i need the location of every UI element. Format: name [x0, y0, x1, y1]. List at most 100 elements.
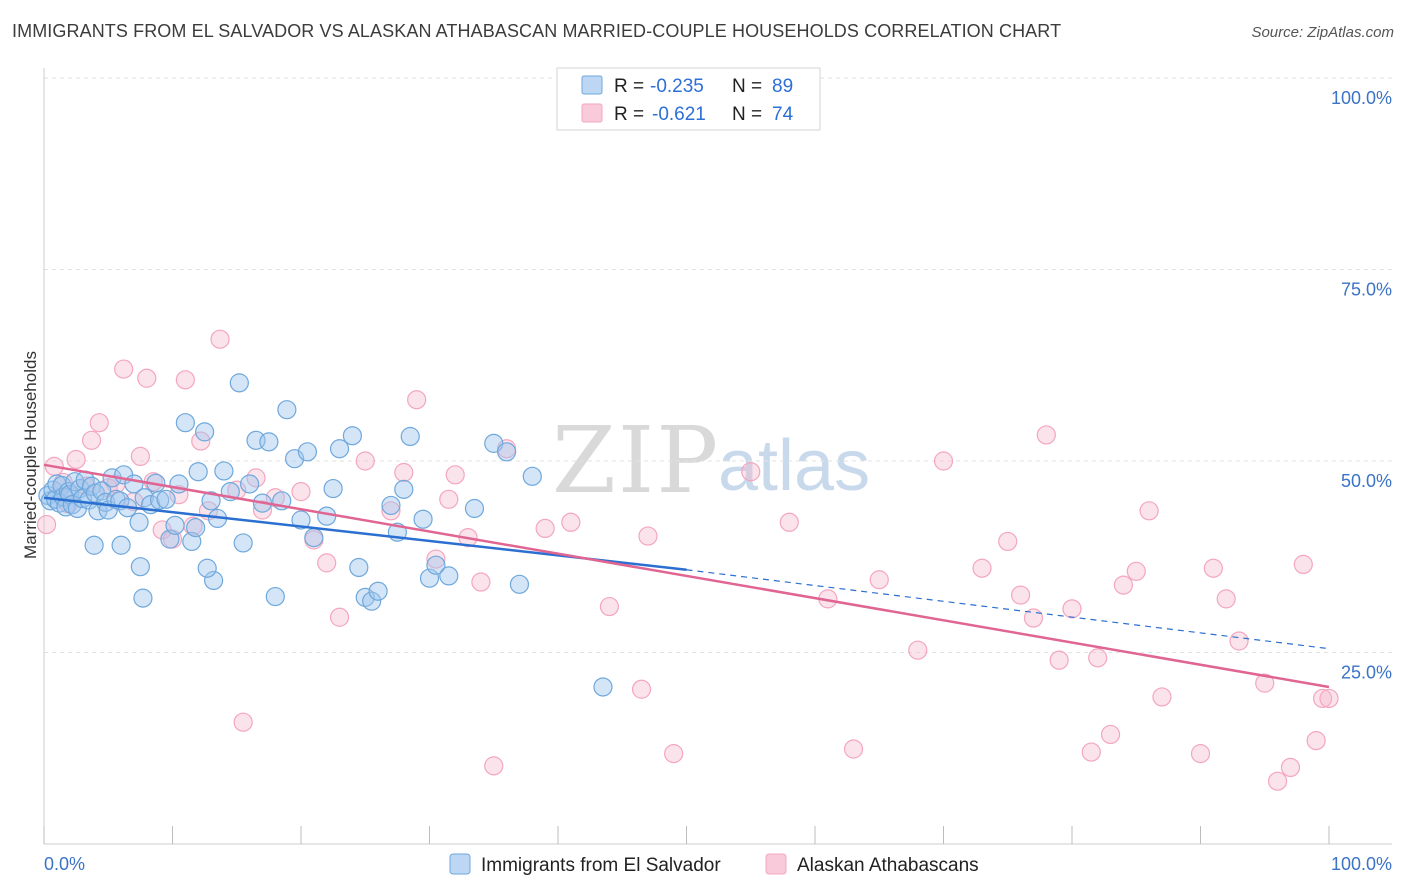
trendline-athabascan	[43, 463, 1330, 689]
point-el-salvador-75	[439, 566, 459, 586]
trendlines	[43, 463, 1330, 689]
point-athabascan-65	[1100, 724, 1121, 745]
point-el-salvador-71	[400, 426, 420, 447]
point-athabascan-26	[252, 500, 273, 520]
point-el-salvador-30	[129, 512, 149, 532]
point-el-salvador-21	[92, 481, 112, 501]
point-athabascan-72	[1216, 589, 1236, 609]
point-el-salvador-52	[259, 432, 279, 452]
legend-r-label-blue: R =	[614, 76, 644, 97]
point-el-salvador-47	[229, 373, 249, 393]
legend-swatch-blue	[581, 75, 603, 95]
point-el-salvador-48	[233, 533, 253, 553]
legend-swatch-pink	[581, 103, 603, 123]
point-athabascan-77	[1293, 554, 1313, 575]
point-el-salvador-63	[342, 426, 362, 446]
legend-r-value-blue: -0.235	[650, 76, 704, 97]
point-athabascan-24	[233, 712, 253, 732]
point-athabascan-55	[933, 451, 954, 471]
point-athabascan-18	[175, 370, 195, 390]
point-athabascan-58	[1010, 585, 1031, 605]
point-el-salvador-87	[133, 588, 153, 608]
point-el-salvador-68	[381, 495, 401, 516]
point-athabascan-37	[439, 489, 459, 509]
point-el-salvador-76	[464, 498, 485, 519]
bottom-legend-swatch-blue	[449, 853, 471, 875]
point-el-salvador-64	[349, 557, 369, 578]
point-el-salvador-84	[84, 535, 104, 555]
legend-r-value-pink: -0.621	[652, 104, 706, 125]
point-el-salvador-67	[368, 581, 388, 601]
point-athabascan-50	[779, 512, 799, 532]
y-tick-label-3: 25.0%	[1341, 663, 1392, 683]
bottom-legend-swatch-pink	[765, 853, 787, 875]
point-athabascan-33	[381, 501, 401, 521]
axes	[43, 68, 1392, 845]
point-el-salvador-79	[509, 574, 530, 594]
watermark-zip: ZIP	[552, 407, 720, 514]
legend-n-value-blue: 89	[772, 76, 793, 97]
legend-top: R = -0.235 N = 89 R = -0.621 N = 74	[556, 67, 821, 131]
point-athabascan-44	[561, 512, 581, 532]
point-athabascan-4	[66, 449, 86, 470]
point-athabascan-0	[36, 514, 57, 535]
point-athabascan-48	[664, 744, 684, 764]
legend-n-value-pink: 74	[772, 104, 794, 125]
bottom-legend-label-pink: Alaskan Athabascans	[797, 855, 979, 876]
point-athabascan-75	[1267, 771, 1288, 791]
x-ticks	[43, 826, 1330, 844]
point-athabascan-56	[972, 558, 992, 578]
legend-n-label-blue: N =	[732, 76, 762, 97]
y-tick-labels: 100.0% 75.0% 50.0% 25.0%	[1331, 88, 1392, 683]
y-tick-label-2: 50.0%	[1341, 471, 1392, 491]
legend-r-label-pink: R =	[614, 104, 644, 125]
point-athabascan-54	[908, 640, 928, 660]
point-athabascan-63	[1081, 742, 1101, 762]
point-el-salvador-81	[186, 518, 206, 538]
point-athabascan-35	[407, 390, 427, 410]
point-el-salvador-43	[201, 491, 221, 511]
point-athabascan-53	[869, 570, 889, 590]
point-athabascan-52	[843, 739, 864, 759]
point-el-salvador-45	[214, 461, 234, 481]
point-athabascan-34	[394, 462, 414, 483]
point-el-salvador-41	[188, 462, 208, 482]
point-athabascan-17	[169, 485, 189, 505]
point-athabascan-13	[137, 368, 157, 388]
point-el-salvador-83	[197, 558, 217, 578]
point-el-salvador-85	[111, 535, 131, 555]
point-el-salvador-72	[413, 509, 433, 529]
point-el-salvador-70	[394, 479, 414, 499]
legend-n-label-pink: N =	[732, 104, 762, 125]
point-athabascan-67	[1126, 561, 1146, 581]
point-athabascan-43	[535, 518, 555, 539]
point-athabascan-66	[1113, 575, 1134, 595]
point-el-salvador-39	[175, 413, 195, 433]
point-athabascan-76	[1280, 757, 1301, 778]
point-athabascan-46	[631, 679, 652, 699]
point-athabascan-38	[445, 465, 465, 485]
point-el-salvador-86	[130, 557, 150, 577]
gridlines	[44, 77, 1392, 653]
point-el-salvador-78	[497, 442, 517, 462]
trendline-el-salvador-extrapolated	[686, 569, 1330, 650]
point-el-salvador-60	[317, 506, 337, 526]
point-el-salvador-53	[265, 586, 285, 607]
point-athabascan-62	[1062, 599, 1082, 619]
point-el-salvador-88	[593, 677, 613, 697]
point-el-salvador-61	[323, 478, 343, 499]
point-athabascan-60	[1036, 425, 1056, 445]
point-el-salvador-66	[362, 591, 382, 611]
point-athabascan-80	[1319, 688, 1339, 709]
point-athabascan-7	[89, 413, 109, 433]
watermark-atlas: atlas	[718, 426, 870, 506]
series-immigrants-el-salvador	[38, 373, 613, 697]
point-el-salvador-58	[297, 442, 318, 462]
point-el-salvador-74	[426, 555, 446, 575]
point-el-salvador-42	[195, 422, 215, 442]
point-athabascan-12	[130, 446, 150, 467]
point-athabascan-70	[1190, 744, 1211, 764]
point-athabascan-30	[317, 553, 337, 573]
series-alaskan-athabascans	[36, 329, 1339, 791]
